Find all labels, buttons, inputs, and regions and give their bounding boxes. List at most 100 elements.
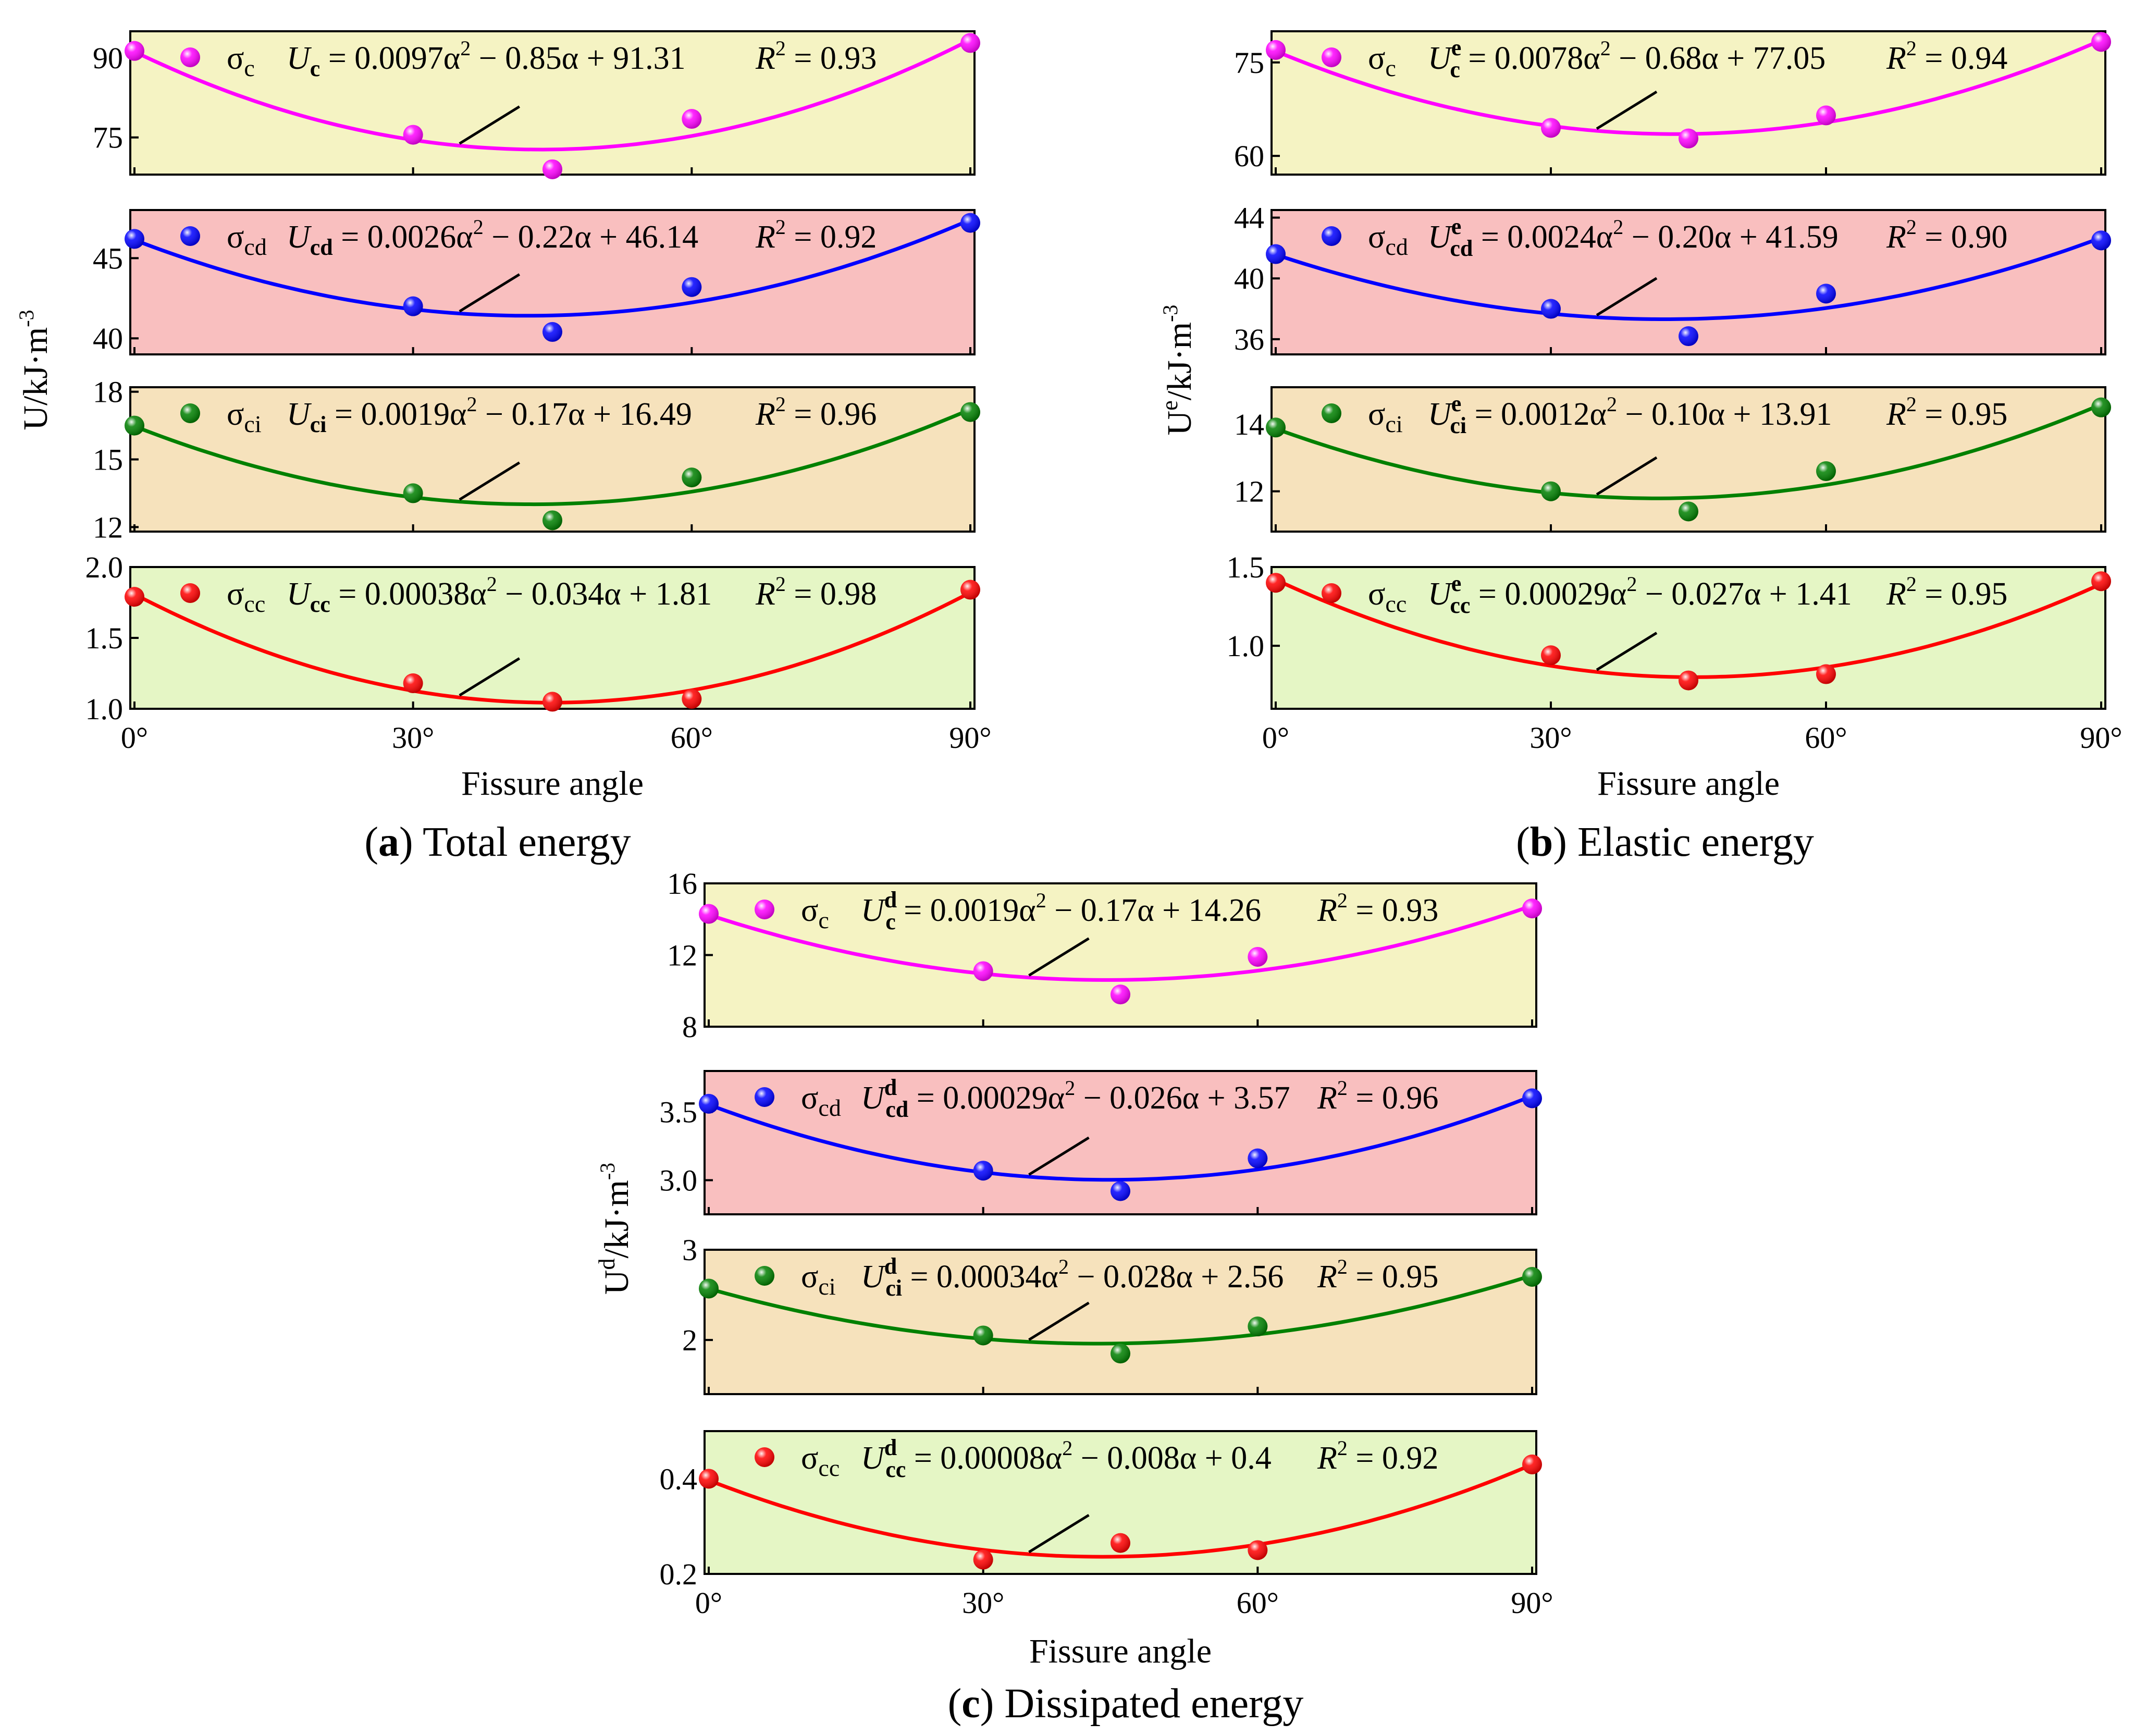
data-point-shine	[960, 402, 980, 422]
r2-symbol: R	[1317, 1440, 1337, 1476]
legend-label: σci	[227, 397, 262, 437]
fit-equation: Ue c = 0.0078α2 − 0.68α + 77.05	[1428, 35, 1825, 82]
eq-coef-a2: = 0.00008α	[906, 1440, 1062, 1476]
y-tick-label: 75	[1234, 46, 1264, 80]
data-point-shine	[1541, 645, 1561, 666]
y-title-base: U	[17, 405, 55, 430]
r-squared: R2 = 0.95	[1886, 572, 2007, 612]
leader-line	[1028, 1513, 1090, 1554]
y-tick-label: 12	[1234, 475, 1264, 509]
r2-symbol: R	[1886, 219, 1906, 255]
leader-line	[1028, 1136, 1090, 1176]
legend-label: σci	[1368, 397, 1403, 437]
data-point-shine	[403, 673, 423, 694]
fit-equation: Uci = 0.0019α2 − 0.17α + 16.49	[287, 392, 692, 437]
eq-coef-rest: − 0.028α + 2.56	[1069, 1259, 1284, 1295]
caption-letter: c	[961, 1681, 980, 1727]
fit-equation: Ue ci = 0.0012α2 − 0.10α + 13.91	[1428, 391, 1832, 438]
y-tick-label: 60	[1234, 139, 1264, 173]
x-tick-label: 90°	[1511, 1586, 1553, 1620]
data-point-shine	[960, 213, 980, 233]
r2-power: 2	[1337, 889, 1348, 912]
data-point-shine	[1816, 105, 1836, 126]
r2-symbol: R	[1317, 893, 1337, 928]
y-title-sup: d	[594, 1259, 620, 1270]
data-point-shine	[1111, 1344, 1130, 1364]
legend-label: σcc	[1368, 576, 1407, 617]
caption-text: ) Dissipated energy	[980, 1681, 1304, 1727]
leader-line	[1028, 937, 1090, 977]
fit-curve	[1275, 402, 2102, 500]
eq-power: 2	[467, 392, 477, 416]
r-squared: R2 = 0.93	[755, 36, 877, 76]
data-point-shine	[682, 109, 702, 129]
legend-label: σc	[227, 41, 255, 81]
y-axis-title: Ue/kJ·m-3	[1157, 305, 1199, 436]
x-tick-label: 0°	[121, 721, 148, 755]
legend-subscript: cd	[1385, 233, 1408, 260]
data-point-shine	[542, 322, 562, 342]
plot-area	[704, 1249, 1537, 1395]
data-point-shine	[1679, 501, 1698, 522]
data-point-shine	[1679, 670, 1698, 691]
legend-symbol: σ	[801, 1259, 818, 1295]
y-tick-label: 90	[93, 41, 123, 75]
data-point-shine	[1248, 946, 1268, 967]
y-tick-label: 12	[667, 939, 697, 972]
x-axis-title: Fissure angle	[1597, 765, 1780, 803]
data-point-shine	[973, 1161, 993, 1181]
r2-value: = 0.95	[1917, 576, 2007, 612]
eq-variable: U	[1428, 41, 1453, 76]
plot-area	[129, 566, 976, 710]
legend-label: σcc	[227, 576, 265, 617]
fit-curve	[708, 1462, 1533, 1559]
data-point-shine	[2091, 32, 2111, 52]
y-tick-label: 1.5	[85, 621, 124, 655]
x-tick-label: 30°	[1529, 721, 1572, 755]
caption-paren: (	[364, 819, 378, 865]
r2-value: = 0.93	[1348, 893, 1438, 928]
eq-subscript: cd	[885, 1097, 908, 1122]
caption-paren: (	[948, 1681, 962, 1727]
eq-variable: U	[1428, 576, 1453, 612]
r2-value: = 0.93	[786, 41, 877, 76]
fit-curve	[133, 408, 971, 507]
y-tick-label: 3.5	[660, 1095, 698, 1129]
fit-equation: Ud c = 0.0019α2 − 0.17α + 14.26	[861, 887, 1261, 934]
y-tick-label: 2.0	[85, 550, 124, 584]
eq-coef-a2: = 0.00034α	[902, 1259, 1058, 1295]
y-axis-title: Ud/kJ·m-3	[594, 1163, 636, 1295]
legend-marker-shine	[180, 47, 200, 67]
y-tick-label: 75	[93, 121, 123, 155]
y-tick-label: 1.5	[1227, 550, 1265, 584]
y-title-unit: /kJ·m	[598, 1180, 636, 1258]
legend-label: σc	[801, 893, 829, 933]
r2-value: = 0.96	[786, 397, 877, 432]
legend-subscript: ci	[244, 411, 261, 437]
eq-coef-rest: − 0.85α + 91.31	[471, 41, 685, 76]
x-tick-label: 0°	[1262, 721, 1289, 755]
r2-symbol: R	[755, 576, 775, 612]
data-point-shine	[125, 415, 144, 436]
r2-symbol: R	[1317, 1259, 1337, 1295]
data-point-shine	[1816, 664, 1836, 684]
legend-subscript: ci	[818, 1273, 835, 1300]
y-tick-label: 3	[682, 1233, 697, 1267]
eq-coef-rest: − 0.17α + 16.49	[477, 397, 692, 432]
r2-power: 2	[775, 36, 786, 60]
caption-letter: b	[1530, 819, 1553, 865]
y-tick-label: 14	[1234, 408, 1264, 441]
legend-symbol: σ	[1368, 219, 1385, 255]
eq-subscript: ci	[885, 1275, 902, 1301]
r2-power: 2	[1337, 1255, 1348, 1278]
data-point-shine	[1111, 984, 1130, 1005]
eq-power: 2	[1626, 572, 1637, 596]
y-tick-label: 15	[93, 443, 123, 477]
legend-symbol: σ	[801, 1080, 818, 1116]
eq-subscript: cd	[310, 235, 333, 260]
r2-value: = 0.92	[1348, 1440, 1438, 1476]
